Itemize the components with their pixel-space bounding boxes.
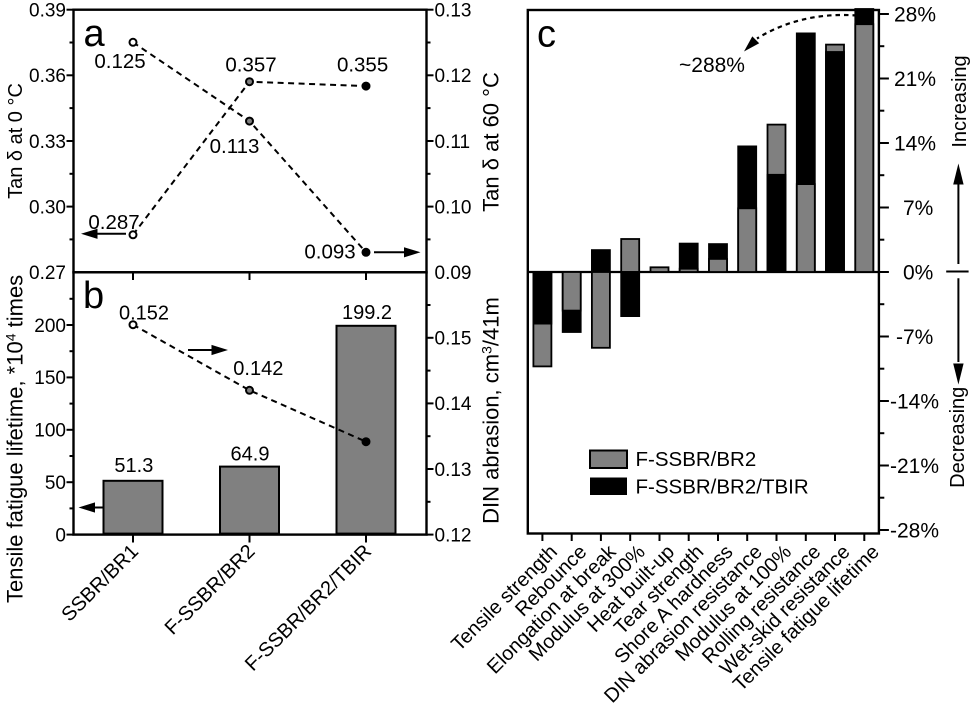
svg-text:0.355: 0.355 bbox=[337, 54, 388, 77]
svg-text:-28%: -28% bbox=[890, 519, 939, 542]
svg-text:28%: 28% bbox=[894, 3, 936, 26]
svg-text:0.142: 0.142 bbox=[233, 358, 283, 380]
svg-text:Tensile fatigue lifetime, *104: Tensile fatigue lifetime, *104 times bbox=[3, 275, 28, 603]
svg-text:-21%: -21% bbox=[890, 455, 939, 478]
svg-text:0.13: 0.13 bbox=[435, 460, 472, 481]
svg-text:0.12: 0.12 bbox=[435, 525, 472, 546]
svg-text:Decreasing: Decreasing bbox=[947, 387, 969, 488]
svg-text:0.12: 0.12 bbox=[435, 66, 472, 87]
svg-text:F-SSBR/BR2: F-SSBR/BR2 bbox=[636, 448, 757, 471]
svg-text:50: 50 bbox=[45, 473, 66, 494]
svg-text:21%: 21% bbox=[894, 68, 936, 91]
svg-text:Tan δ at 0 °C: Tan δ at 0 °C bbox=[5, 83, 27, 199]
svg-text:DIN abrasion, cm3/41m: DIN abrasion, cm3/41m bbox=[479, 297, 504, 524]
svg-text:0: 0 bbox=[55, 525, 66, 546]
svg-text:0.093: 0.093 bbox=[304, 241, 355, 264]
svg-text:0.36: 0.36 bbox=[29, 66, 66, 87]
svg-text:0%: 0% bbox=[903, 261, 933, 284]
svg-text:200: 200 bbox=[34, 316, 66, 337]
svg-text:64.9: 64.9 bbox=[231, 444, 270, 466]
svg-text:0.10: 0.10 bbox=[435, 197, 472, 218]
svg-text:Increasing: Increasing bbox=[949, 55, 971, 147]
svg-text:0.11: 0.11 bbox=[435, 132, 471, 153]
svg-text:0.13: 0.13 bbox=[435, 1, 472, 22]
svg-text:0.152: 0.152 bbox=[119, 303, 169, 325]
svg-text:0.30: 0.30 bbox=[29, 197, 66, 218]
svg-text:b: b bbox=[83, 275, 104, 317]
svg-text:199.2: 199.2 bbox=[342, 302, 392, 324]
svg-text:14%: 14% bbox=[894, 132, 936, 155]
svg-text:0.125: 0.125 bbox=[94, 50, 145, 73]
svg-text:0.39: 0.39 bbox=[29, 1, 66, 22]
svg-text:0.287: 0.287 bbox=[88, 211, 139, 234]
svg-text:~288%: ~288% bbox=[679, 54, 745, 77]
svg-text:0.33: 0.33 bbox=[29, 132, 66, 153]
svg-text:c: c bbox=[537, 14, 556, 56]
svg-text:F-SSBR/BR2/TBIR: F-SSBR/BR2/TBIR bbox=[636, 476, 809, 499]
svg-text:7%: 7% bbox=[903, 197, 933, 220]
svg-text:150: 150 bbox=[34, 368, 66, 389]
svg-text:a: a bbox=[84, 13, 106, 55]
svg-text:51.3: 51.3 bbox=[114, 455, 153, 477]
svg-text:0.27: 0.27 bbox=[29, 263, 66, 284]
svg-text:-14%: -14% bbox=[890, 390, 939, 413]
svg-text:0.09: 0.09 bbox=[435, 263, 472, 284]
svg-text:0.113: 0.113 bbox=[210, 135, 260, 158]
svg-text:100: 100 bbox=[34, 421, 66, 442]
svg-text:-7%: -7% bbox=[896, 326, 933, 349]
svg-text:0.14: 0.14 bbox=[435, 394, 472, 415]
svg-text:Tan δ at 60 °C: Tan δ at 60 °C bbox=[479, 72, 504, 212]
svg-text:0.15: 0.15 bbox=[435, 329, 472, 350]
svg-text:0.357: 0.357 bbox=[225, 54, 276, 77]
